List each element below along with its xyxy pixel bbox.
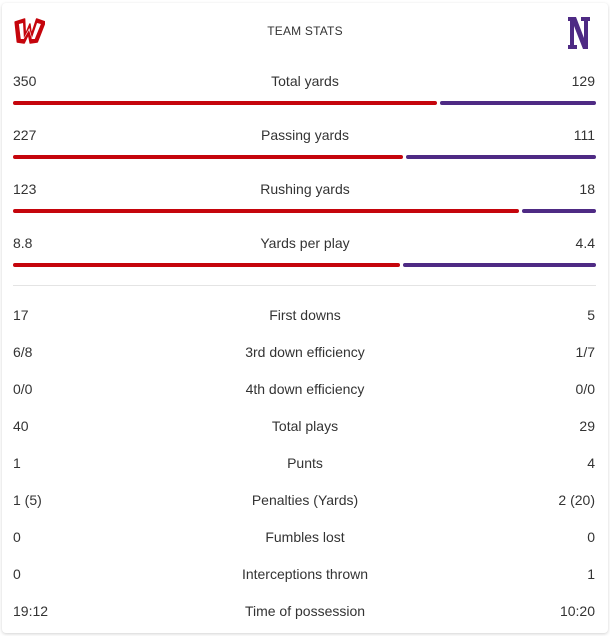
stat-label: Passing yards: [261, 127, 349, 143]
stat-label: 4th down efficiency: [245, 381, 365, 397]
away-stat-value: 4.4: [575, 235, 595, 251]
stat-label: Yards per play: [260, 235, 350, 251]
stat-row: 0 Interceptions thrown 1: [2, 566, 608, 586]
home-stat-value: 19:12: [13, 603, 49, 619]
away-stat-value: 0: [587, 529, 595, 545]
stat-row: 227 Passing yards 111: [2, 127, 608, 147]
stat-row: 0 Fumbles lost 0: [2, 529, 608, 549]
stat-label: 3rd down efficiency: [245, 344, 365, 360]
stat-label: First downs: [269, 307, 341, 323]
away-stat-value: 129: [571, 73, 595, 89]
home-share-bar: [13, 101, 437, 105]
wisconsin-motion-w-logo: [14, 18, 45, 44]
stat-label: Rushing yards: [260, 181, 350, 197]
away-share-bar: [406, 155, 596, 159]
stat-row: 1 (5) Penalties (Yards) 2 (20): [2, 492, 608, 512]
section-title: TEAM STATS: [267, 24, 343, 38]
stat-label: Total yards: [271, 73, 339, 89]
away-stat-value: 10:20: [559, 603, 595, 619]
stat-row: 6/8 3rd down efficiency 1/7: [2, 344, 608, 364]
away-stat-value: 4: [587, 455, 595, 471]
stat-comparison-bar: [13, 209, 596, 213]
stat-label: Penalties (Yards): [251, 492, 359, 508]
stat-comparison-bar: [13, 263, 596, 267]
away-stat-value: 2 (20): [558, 492, 595, 508]
stat-row: 0/0 4th down efficiency 0/0: [2, 381, 608, 401]
home-stat-value: 40: [13, 418, 29, 434]
home-stat-value: 17: [13, 307, 29, 323]
away-stat-value: 1: [587, 566, 595, 582]
away-stat-value: 18: [579, 181, 595, 197]
stat-label: Time of possession: [244, 603, 366, 619]
stat-label: Interceptions thrown: [241, 566, 369, 582]
northwestern-n-logo: [568, 17, 590, 49]
stat-label: Fumbles lost: [265, 529, 345, 545]
stat-row: 17 First downs 5: [2, 307, 608, 327]
home-stat-value: 123: [13, 181, 37, 197]
home-share-bar: [13, 263, 400, 267]
home-stat-value: 1: [13, 455, 21, 471]
stat-row: 350 Total yards 129: [2, 73, 608, 93]
away-stat-value: 29: [579, 418, 595, 434]
stat-row: 123 Rushing yards 18: [2, 181, 608, 201]
team-stats-header: TEAM STATS: [2, 3, 608, 61]
away-share-bar: [403, 263, 596, 267]
team-stats-card: TEAM STATS 350 Total yards 129 227 Passing y…: [2, 3, 608, 633]
stat-row: 1 Punts 4: [2, 455, 608, 475]
home-stat-value: 0/0: [13, 381, 33, 397]
home-stat-value: 0: [13, 566, 21, 582]
away-stat-value: 111: [573, 127, 595, 143]
stat-comparison-bar: [13, 101, 596, 105]
home-stat-value: 1 (5): [13, 492, 42, 508]
home-share-bar: [13, 155, 403, 159]
away-share-bar: [440, 101, 596, 105]
away-share-bar: [522, 209, 596, 213]
stat-label: Punts: [287, 455, 323, 471]
home-stat-value: 6/8: [13, 344, 33, 360]
stat-label: Total plays: [271, 418, 339, 434]
home-stat-value: 227: [13, 127, 37, 143]
section-divider: [13, 285, 596, 286]
home-stat-value: 8.8: [13, 235, 33, 251]
stat-row: 19:12 Time of possession 10:20: [2, 603, 608, 623]
stat-comparison-bar: [13, 155, 596, 159]
stat-row: 40 Total plays 29: [2, 418, 608, 438]
home-stat-value: 0: [13, 529, 21, 545]
stat-row: 8.8 Yards per play 4.4: [2, 235, 608, 255]
away-stat-value: 5: [587, 307, 595, 323]
away-stat-value: 1/7: [575, 344, 595, 360]
home-stat-value: 350: [13, 73, 37, 89]
away-stat-value: 0/0: [575, 381, 595, 397]
home-share-bar: [13, 209, 519, 213]
